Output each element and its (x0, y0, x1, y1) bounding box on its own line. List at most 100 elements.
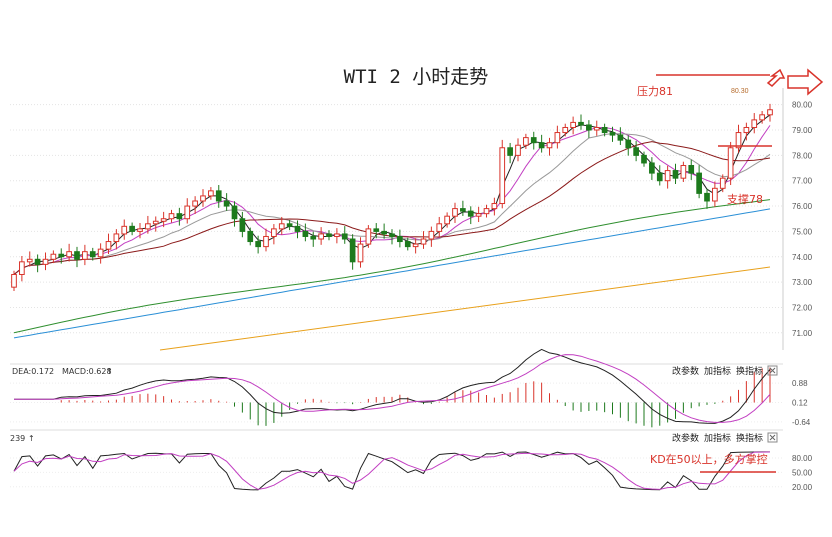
add-indicator-button[interactable]: 加指标 (704, 365, 731, 377)
candle-body (759, 114, 765, 121)
candle-body (412, 243, 419, 248)
candle-body (34, 258, 41, 265)
candle-body (373, 228, 380, 232)
candle-body (586, 124, 592, 131)
change-params-button[interactable]: 改参数 (672, 365, 699, 377)
candle-body (735, 132, 742, 149)
candle-body (137, 228, 143, 232)
price-tick-label: 74.00 (792, 253, 813, 262)
kd-panel (10, 451, 783, 491)
candle-body (609, 132, 616, 136)
candle-body (82, 251, 88, 260)
candle-body (523, 137, 529, 146)
candle-body (751, 119, 758, 128)
candle-body (530, 137, 537, 144)
kd-buttons: 改参数 加指标 换指标 (672, 432, 778, 444)
candle-body (19, 261, 25, 275)
candle-body (436, 223, 443, 232)
candle-body (688, 165, 695, 174)
candle-body (247, 230, 254, 243)
candle-body (263, 235, 269, 248)
candle-body (483, 208, 490, 215)
candle-body (160, 218, 167, 222)
price-tick-label: 79.00 (792, 126, 813, 135)
candle-body (444, 215, 450, 225)
close-icon-kd[interactable] (767, 432, 778, 443)
candle-body (672, 170, 679, 179)
candle-body (271, 228, 277, 237)
candle-body (97, 248, 104, 258)
candle-body (168, 213, 175, 220)
candle-body (334, 233, 340, 237)
candle-body (341, 233, 348, 240)
candle-body (74, 251, 80, 260)
switch-indicator-button[interactable]: 换指标 (736, 365, 763, 377)
macd-panel (10, 348, 783, 428)
close-icon[interactable] (767, 365, 778, 376)
candle-body (66, 251, 72, 258)
candle-body (404, 241, 411, 248)
candle-body (625, 139, 632, 149)
price-tick-label: 77.00 (792, 177, 813, 186)
kd-tick-label: 50.00 (792, 468, 813, 477)
ma-line (13, 208, 771, 339)
candle-body (152, 220, 159, 225)
macd-axis: 0.88 0.12 -0.64 (792, 379, 811, 427)
candle-body (278, 223, 285, 230)
resistance-label: 压力81 (637, 85, 673, 98)
candle-body (641, 154, 647, 164)
switch-indicator-button-kd[interactable]: 换指标 (736, 432, 763, 444)
candle-body (538, 142, 545, 149)
dea-label: DEA:0.172 (12, 367, 54, 376)
candle-body (105, 241, 112, 250)
d-line (13, 451, 771, 490)
candle-body (231, 205, 238, 220)
macd-tick-label: 0.88 (792, 379, 808, 388)
kd-tick-label: 80.00 (792, 454, 813, 463)
candle-body (294, 225, 301, 232)
price-tick-label: 80.00 (792, 101, 813, 110)
price-tick-label: 75.00 (792, 227, 813, 236)
kd-axis: 80.00 50.00 20.00 (792, 454, 813, 492)
candle-body (326, 233, 332, 237)
ma-line (13, 125, 771, 275)
candle-body (239, 218, 246, 232)
candle-body (192, 200, 198, 207)
candle-body (381, 230, 387, 235)
price-tick-label: 71.00 (792, 329, 813, 338)
change-params-button-kd[interactable]: 改参数 (672, 432, 699, 444)
candle-body (743, 126, 750, 134)
candle-body (467, 210, 474, 217)
candle-body (184, 205, 191, 220)
candle-body (349, 238, 356, 263)
add-indicator-button-kd[interactable]: 加指标 (704, 432, 731, 444)
support-label: 支撑78 (727, 192, 763, 206)
candle-body (223, 200, 230, 207)
macd-label: MACD:0.628 (62, 367, 112, 376)
macd-line (14, 348, 771, 424)
candle-body (26, 258, 33, 263)
candle-body (129, 225, 135, 232)
candle-body (176, 213, 183, 220)
price-tick-label: 76.00 (792, 202, 813, 211)
candle-body (475, 213, 482, 217)
kd-annotation: KD在50以上，多方掌控 (650, 452, 768, 466)
candle-body (491, 203, 498, 210)
ma-line (13, 199, 771, 334)
candle-body (570, 121, 576, 128)
candles (11, 103, 773, 291)
candle-body (397, 235, 403, 243)
candle-body (712, 187, 718, 202)
up-arrow-icon (766, 68, 786, 87)
macd-tick-label: -0.64 (792, 418, 811, 427)
candle-body (664, 170, 671, 182)
candle-body (680, 165, 687, 179)
candle-body (318, 233, 324, 240)
right-arrow-icon (787, 68, 824, 96)
ma-line (13, 141, 771, 275)
candle-body (286, 223, 293, 227)
candle-body (633, 147, 639, 156)
macd-buttons: 改参数 加指标 换指标 (672, 365, 778, 377)
candle-body (89, 251, 96, 258)
